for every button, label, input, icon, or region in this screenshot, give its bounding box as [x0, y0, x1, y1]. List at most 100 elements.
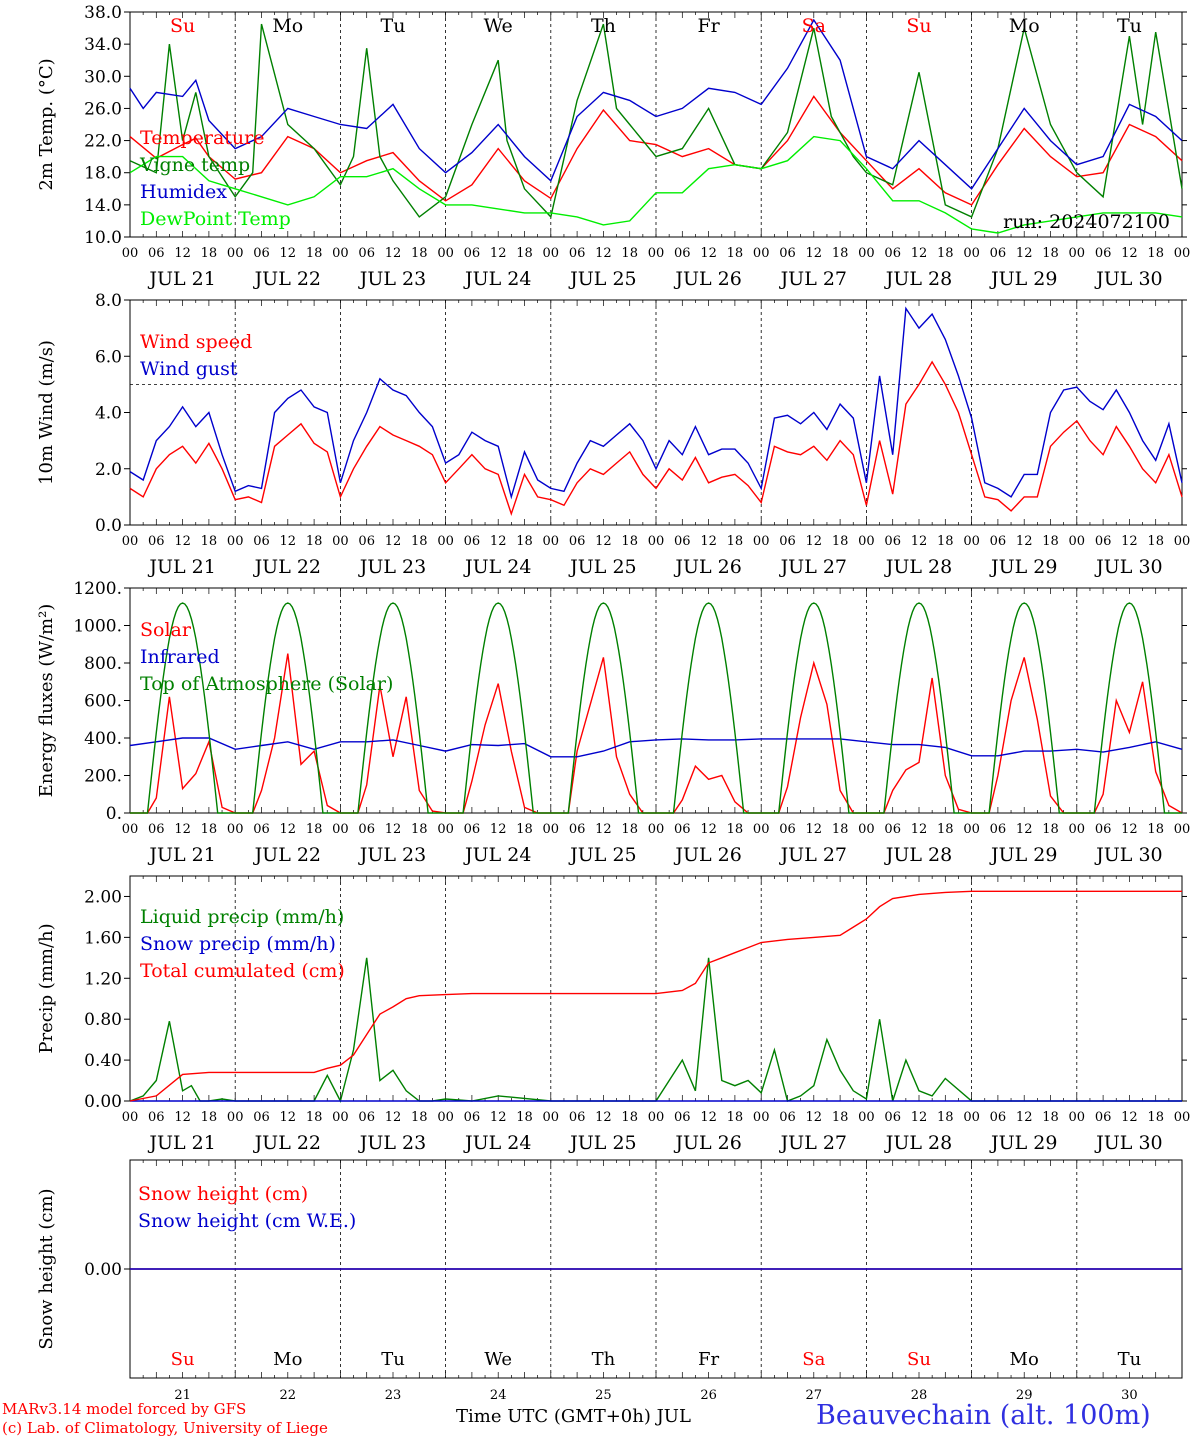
hour-tick-label: 18 — [937, 822, 954, 837]
hour-tick-label: 06 — [990, 822, 1007, 837]
legend-entry: Solar — [140, 619, 192, 641]
hour-tick-label: 00 — [963, 534, 980, 549]
weekday-label-bottom: Fr — [698, 1349, 719, 1370]
hour-tick-label: 12 — [385, 534, 402, 549]
y-tick-label: 4.0 — [95, 404, 122, 424]
hour-tick-label: 18 — [937, 1110, 954, 1125]
y-tick-label: 26.0 — [84, 99, 122, 119]
y-tick-label: 0.0 — [95, 516, 122, 536]
y-tick-label: 0.80 — [84, 1010, 122, 1030]
hour-tick-label: 12 — [280, 534, 297, 549]
hour-tick-label: 06 — [990, 1110, 1007, 1125]
hour-tick-label: 00 — [227, 822, 244, 837]
y-tick-label: 8.0 — [95, 291, 122, 311]
legend-entry: Vigne temp — [139, 154, 250, 176]
date-label: JUL 25 — [568, 1132, 636, 1154]
hour-tick-label: 00 — [753, 822, 770, 837]
hour-tick-label: 12 — [595, 246, 612, 261]
hour-tick-label: 00 — [227, 246, 244, 261]
date-label: JUL 22 — [253, 556, 321, 578]
hour-tick-label: 12 — [490, 822, 507, 837]
hour-tick-label: 00 — [963, 822, 980, 837]
hour-tick-label: 12 — [806, 246, 823, 261]
day-number-label: 28 — [911, 1388, 928, 1403]
hour-tick-label: 12 — [1121, 246, 1138, 261]
y-tick-label: 2.00 — [84, 887, 122, 907]
hour-tick-label: 18 — [832, 1110, 849, 1125]
date-label: JUL 21 — [147, 556, 215, 578]
y-tick-label: 0.40 — [84, 1051, 122, 1071]
day-number-label: 26 — [700, 1388, 717, 1403]
series-line-wind-gust — [129, 306, 1183, 500]
date-label: JUL 24 — [463, 556, 531, 578]
weekday-label-bottom: Mo — [1010, 1349, 1039, 1370]
time-axis-label: Time UTC (GMT+0h) JUL — [456, 1406, 691, 1427]
day-number-label: 29 — [1016, 1388, 1033, 1403]
hour-tick-label: 00 — [437, 1110, 454, 1125]
date-label: JUL 23 — [358, 844, 426, 866]
date-label: JUL 26 — [673, 844, 741, 866]
hour-tick-label: 12 — [911, 822, 928, 837]
date-label: JUL 25 — [568, 556, 636, 578]
hour-tick-label: 06 — [779, 246, 796, 261]
hour-tick-label: 00 — [1174, 246, 1191, 261]
hour-tick-label: 12 — [595, 822, 612, 837]
hour-tick-label: 18 — [727, 246, 744, 261]
legend-entry: Snow precip (mm/h) — [140, 933, 336, 955]
hour-tick-label: 12 — [911, 1110, 928, 1125]
hour-tick-label: 18 — [1042, 534, 1059, 549]
hour-tick-label: 18 — [201, 822, 218, 837]
hour-tick-label: 00 — [1069, 1110, 1086, 1125]
hour-tick-label: 00 — [753, 534, 770, 549]
y-tick-label: 18.0 — [84, 164, 122, 184]
hour-tick-label: 12 — [806, 822, 823, 837]
hour-tick-label: 18 — [411, 246, 428, 261]
hour-tick-label: 18 — [411, 534, 428, 549]
hour-tick-label: 12 — [385, 822, 402, 837]
legend-entry: Total cumulated (cm) — [140, 960, 345, 982]
hour-tick-label: 06 — [464, 822, 481, 837]
hour-tick-label: 18 — [411, 1110, 428, 1125]
day-number-label: 27 — [806, 1388, 823, 1403]
series-line-humidex — [129, 18, 1183, 190]
hour-tick-label: 00 — [437, 822, 454, 837]
hour-tick-label: 06 — [569, 1110, 586, 1125]
date-label: JUL 24 — [463, 268, 531, 290]
weekday-label-bottom: Sa — [802, 1349, 825, 1370]
hour-tick-label: 06 — [1095, 534, 1112, 549]
hour-tick-label: 00 — [543, 534, 560, 549]
hour-tick-label: 12 — [700, 1110, 717, 1125]
series-line-top-of-atmosphere-solar- — [130, 602, 1182, 814]
hour-tick-label: 00 — [332, 246, 349, 261]
hour-tick-label: 00 — [858, 1110, 875, 1125]
hour-tick-label: 06 — [674, 822, 691, 837]
date-label: JUL 25 — [568, 844, 636, 866]
hour-tick-label: 00 — [1174, 822, 1191, 837]
hour-tick-label: 06 — [358, 246, 375, 261]
hour-tick-label: 12 — [490, 246, 507, 261]
hour-tick-label: 12 — [174, 246, 191, 261]
date-label: JUL 30 — [1094, 1132, 1162, 1154]
date-label: JUL 27 — [779, 556, 847, 578]
date-label: JUL 30 — [1094, 844, 1162, 866]
hour-tick-label: 18 — [201, 246, 218, 261]
hour-tick-label: 00 — [122, 246, 139, 261]
hour-tick-label: 06 — [464, 1110, 481, 1125]
hour-tick-label: 06 — [674, 1110, 691, 1125]
hour-tick-label: 12 — [911, 246, 928, 261]
legend-entry: Temperature — [140, 127, 264, 149]
date-label: JUL 26 — [673, 268, 741, 290]
series-line-vigne-temp — [129, 23, 1183, 219]
y-tick-label: 14.0 — [84, 196, 122, 216]
series-line-wind-speed — [129, 360, 1183, 517]
hour-tick-label: 18 — [727, 1110, 744, 1125]
y-tick-label: 1000. — [73, 617, 122, 637]
y-tick-label: 30.0 — [84, 67, 122, 87]
hour-tick-label: 00 — [1174, 534, 1191, 549]
run-label: run: 2024072100 — [1003, 211, 1170, 233]
y-tick-label: 0. — [106, 804, 122, 824]
date-label: JUL 23 — [358, 556, 426, 578]
hour-tick-label: 00 — [122, 1110, 139, 1125]
lab-credit: (c) Lab. of Climatology, University of L… — [2, 1419, 328, 1437]
y-tick-label: 22.0 — [84, 132, 122, 152]
